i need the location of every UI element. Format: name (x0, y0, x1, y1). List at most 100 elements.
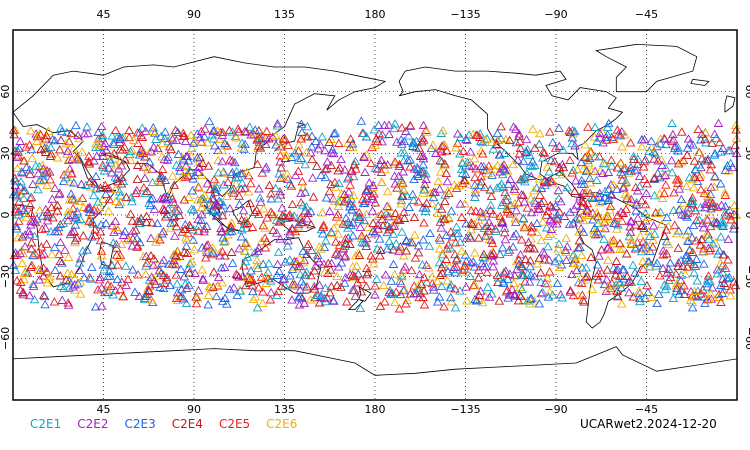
lat-tick-label-left: 0 (0, 212, 12, 219)
observation-point-c2e6 (197, 170, 207, 180)
observation-point-c2e6 (44, 274, 54, 284)
observation-point-c2e2 (170, 231, 180, 240)
observation-point-c2e4 (579, 297, 589, 306)
observation-point-c2e2 (409, 164, 420, 173)
observation-point-c2e6 (398, 184, 408, 193)
observation-point-c2e4 (637, 195, 647, 205)
observation-point-c2e4 (174, 210, 185, 219)
observation-point-c2e6 (418, 188, 428, 197)
observation-point-c2e3 (646, 136, 657, 145)
observation-point-c2e3 (470, 180, 480, 189)
observation-point-c2e6 (63, 207, 73, 216)
observation-point-c2e6 (197, 193, 207, 203)
observation-point-c2e1 (255, 193, 265, 202)
observation-point-c2e3 (53, 222, 64, 232)
observation-point-c2e2 (368, 194, 378, 203)
coastline (398, 66, 624, 199)
observation-point-c2e1 (99, 166, 110, 175)
observation-point-c2e5 (514, 255, 524, 264)
observation-point-c2e5 (410, 253, 421, 262)
observation-point-c2e3 (514, 259, 524, 268)
observation-point-c2e4 (127, 216, 138, 225)
observation-point-c2e6 (569, 258, 580, 268)
observation-point-c2e6 (148, 126, 158, 135)
observation-point-c2e5 (546, 176, 557, 186)
observation-point-c2e2 (84, 202, 95, 211)
observation-point-c2e4 (278, 134, 289, 143)
observation-point-c2e6 (597, 127, 608, 136)
observation-point-c2e4 (649, 173, 659, 183)
observation-point-c2e5 (264, 134, 274, 143)
observation-point-c2e6 (290, 281, 300, 291)
observation-point-c2e5 (499, 227, 510, 237)
observation-point-c2e5 (253, 282, 264, 292)
observation-point-c2e4 (356, 286, 367, 296)
observation-point-c2e1 (358, 128, 369, 137)
observation-point-c2e3 (173, 149, 184, 158)
observation-point-c2e1 (634, 181, 645, 191)
observation-point-c2e6 (433, 176, 443, 186)
observation-point-c2e1 (396, 148, 407, 157)
observation-point-c2e2 (112, 173, 122, 183)
observation-point-c2e6 (124, 235, 135, 245)
observation-point-c2e2 (500, 234, 511, 244)
observation-point-c2e5 (376, 209, 387, 218)
observation-point-c2e3 (550, 201, 561, 210)
lon-tick-label-bottom: −90 (544, 403, 567, 416)
observation-point-c2e4 (160, 212, 171, 221)
observation-point-c2e2 (716, 200, 727, 209)
observation-point-c2e1 (110, 172, 121, 181)
observation-point-c2e1 (462, 157, 473, 167)
observation-point-c2e5 (472, 130, 483, 139)
observation-point-c2e4 (177, 227, 188, 236)
observation-point-c2e1 (137, 123, 148, 132)
observation-point-c2e1 (78, 246, 88, 255)
observation-point-c2e1 (581, 262, 591, 272)
observation-point-c2e2 (213, 272, 224, 281)
observation-point-c2e1 (16, 167, 27, 176)
observation-point-c2e2 (431, 148, 441, 157)
observation-point-c2e3 (227, 258, 238, 267)
observation-point-c2e4 (613, 291, 623, 301)
observation-point-c2e2 (67, 227, 77, 237)
observation-point-c2e3 (188, 205, 199, 214)
observation-point-c2e3 (152, 218, 163, 228)
observation-point-c2e4 (149, 253, 159, 263)
observation-point-c2e4 (473, 273, 484, 282)
observation-point-c2e2 (12, 152, 22, 161)
observation-point-c2e6 (672, 278, 682, 287)
observation-point-c2e5 (293, 166, 304, 175)
observation-point-c2e2 (140, 173, 150, 182)
observation-point-c2e2 (547, 202, 557, 212)
observation-point-c2e3 (683, 225, 694, 235)
observation-point-c2e3 (556, 260, 567, 269)
observation-point-c2e5 (107, 220, 118, 230)
coastline (347, 298, 364, 311)
observation-point-c2e3 (296, 276, 307, 286)
observation-point-c2e2 (662, 268, 672, 277)
observation-point-c2e1 (417, 259, 428, 269)
product-label: UCARwet2.2024-12-20 (580, 417, 717, 431)
observation-point-c2e5 (615, 271, 625, 281)
observation-point-c2e4 (203, 161, 214, 170)
observation-point-c2e2 (626, 194, 636, 204)
coastline (595, 43, 698, 93)
observation-point-c2e2 (624, 287, 634, 297)
observation-point-c2e5 (659, 188, 670, 198)
observation-point-c2e1 (436, 281, 447, 290)
observation-point-c2e2 (261, 162, 271, 171)
observation-point-c2e4 (361, 186, 371, 195)
observation-point-c2e5 (223, 177, 233, 186)
observation-point-c2e1 (227, 185, 238, 195)
observation-point-c2e3 (705, 189, 716, 199)
observation-point-c2e6 (573, 290, 583, 300)
observation-point-c2e3 (313, 250, 323, 259)
observation-point-c2e4 (493, 277, 503, 287)
observation-point-c2e5 (457, 212, 467, 221)
observation-point-c2e4 (409, 212, 420, 222)
observation-point-c2e3 (232, 290, 243, 299)
observation-point-c2e6 (334, 216, 345, 226)
observation-point-c2e3 (550, 256, 560, 266)
observation-point-c2e6 (295, 254, 305, 263)
observation-point-c2e1 (704, 234, 714, 243)
